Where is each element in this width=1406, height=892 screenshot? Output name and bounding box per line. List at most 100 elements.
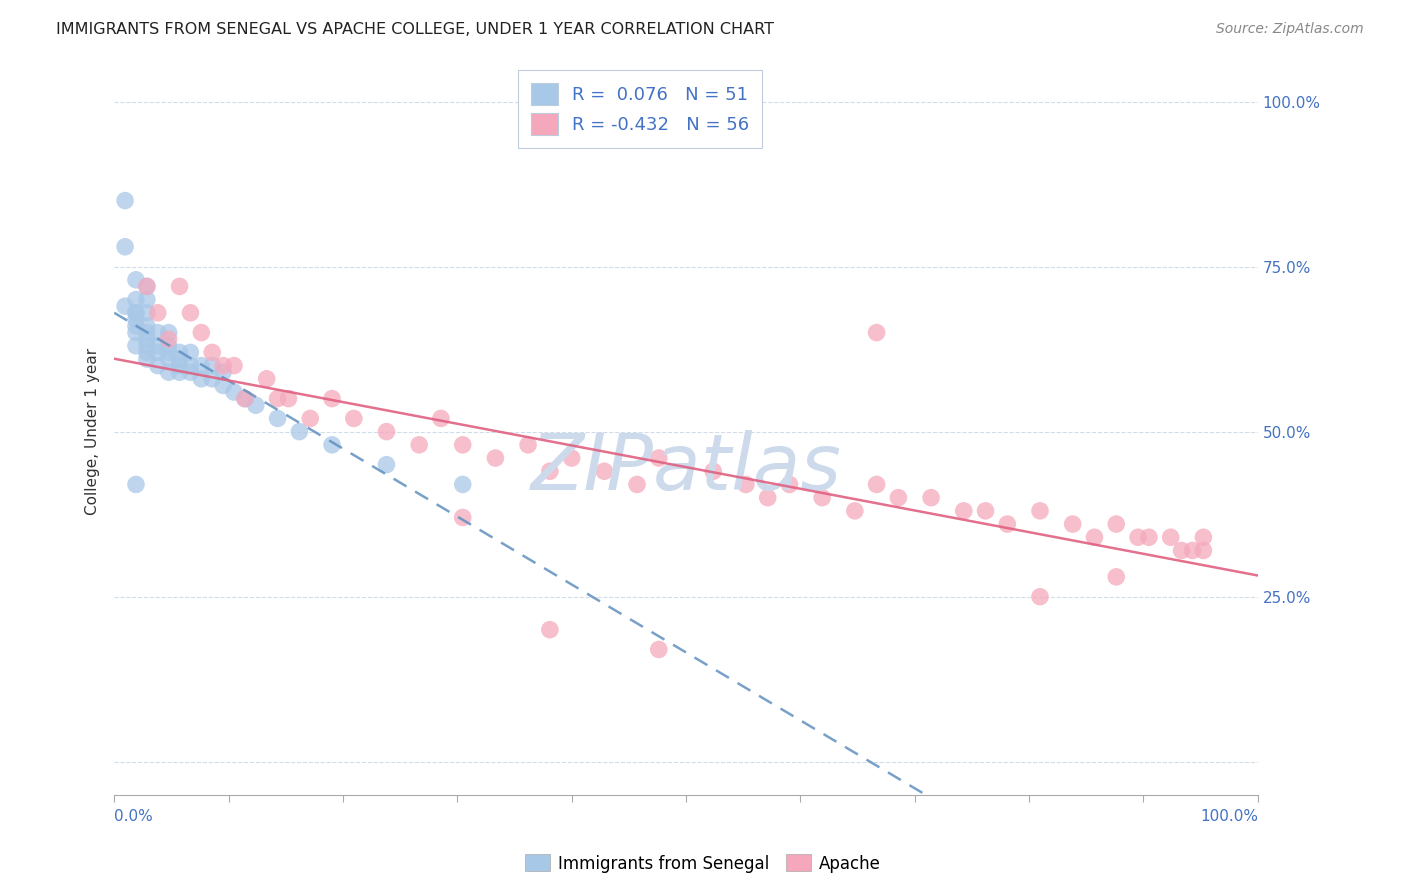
Point [179,365,201,379]
Point [125,293,148,307]
Point [125,477,148,491]
Point [125,306,148,320]
Point [1160,530,1182,544]
Point [190,326,212,340]
Point [169,345,191,359]
Point [484,450,506,465]
Point [146,339,169,353]
Point [146,359,169,373]
Point [125,339,148,353]
Point [157,365,180,379]
Point [114,194,136,208]
Point [343,411,366,425]
Point [222,384,245,399]
Point [125,326,148,340]
Legend: R =  0.076   N = 51, R = -0.432   N = 56: R = 0.076 N = 51, R = -0.432 N = 56 [519,70,762,148]
Point [266,392,288,406]
Point [125,312,148,326]
Text: IMMIGRANTS FROM SENEGAL VS APACHE COLLEGE, UNDER 1 YEAR CORRELATION CHART: IMMIGRANTS FROM SENEGAL VS APACHE COLLEG… [56,22,775,37]
Point [146,326,169,340]
Point [974,504,997,518]
Point [179,306,201,320]
Point [169,279,191,293]
Point [735,477,758,491]
Point [169,351,191,366]
Point [408,438,430,452]
Point [212,365,235,379]
Point [1137,530,1160,544]
Point [125,273,148,287]
Legend: Immigrants from Senegal, Apache: Immigrants from Senegal, Apache [517,847,889,880]
Point [114,299,136,313]
Point [1105,570,1128,584]
Point [233,392,256,406]
Point [811,491,834,505]
Point [135,318,157,333]
Point [233,392,256,406]
Point [135,332,157,346]
Point [201,372,224,386]
Point [1192,530,1215,544]
Point [135,351,157,366]
Point [321,438,343,452]
Point [1181,543,1204,558]
Point [146,345,169,359]
Point [375,458,398,472]
Point [451,438,474,452]
Point [146,306,169,320]
Point [245,398,267,412]
Point [1126,530,1149,544]
Point [157,326,180,340]
Point [538,464,561,478]
Point [201,345,224,359]
Point [256,372,278,386]
Point [702,464,724,478]
Point [1029,504,1052,518]
Text: ZIPatlas: ZIPatlas [530,430,841,506]
Point [517,438,540,452]
Point [995,517,1018,532]
Point [648,450,671,465]
Point [157,339,180,353]
Point [1105,517,1128,532]
Point [626,477,648,491]
Point [169,359,191,373]
Point [952,504,974,518]
Y-axis label: College, Under 1 year: College, Under 1 year [86,348,100,516]
Point [114,240,136,254]
Point [288,425,311,439]
Point [1170,543,1192,558]
Point [135,345,157,359]
Point [201,359,224,373]
Point [135,339,157,353]
Text: 100.0%: 100.0% [1199,809,1258,824]
Point [135,293,157,307]
Point [179,345,201,359]
Point [169,365,191,379]
Point [538,623,561,637]
Point [561,450,583,465]
Point [157,332,180,346]
Point [430,411,453,425]
Point [756,491,779,505]
Point [212,378,235,392]
Point [190,372,212,386]
Point [887,491,910,505]
Point [1083,530,1105,544]
Point [779,477,801,491]
Text: Source: ZipAtlas.com: Source: ZipAtlas.com [1216,22,1364,37]
Point [135,306,157,320]
Point [375,425,398,439]
Point [266,411,288,425]
Point [157,345,180,359]
Point [179,359,201,373]
Point [451,510,474,524]
Point [321,392,343,406]
Point [190,359,212,373]
Point [212,359,235,373]
Point [865,477,887,491]
Point [135,279,157,293]
Point [1062,517,1084,532]
Point [125,318,148,333]
Point [451,477,474,491]
